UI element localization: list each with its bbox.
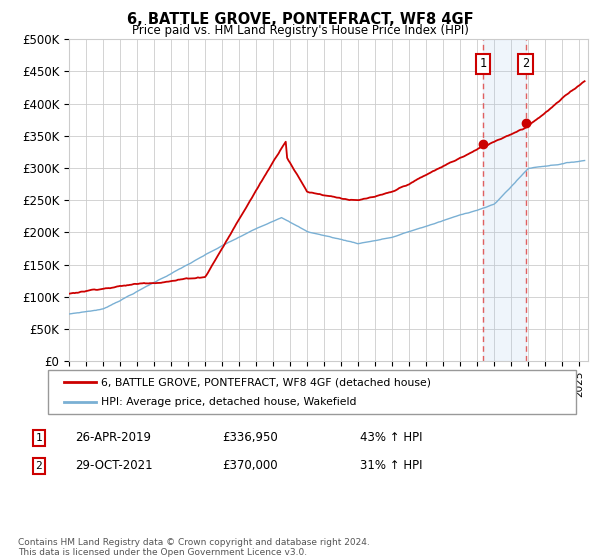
Text: 1: 1 bbox=[479, 57, 487, 70]
Bar bbox=[483, 39, 526, 361]
Text: Contains HM Land Registry data © Crown copyright and database right 2024.
This d: Contains HM Land Registry data © Crown c… bbox=[18, 538, 370, 557]
Text: 29-OCT-2021: 29-OCT-2021 bbox=[75, 459, 152, 473]
FancyBboxPatch shape bbox=[48, 370, 576, 414]
Text: 6, BATTLE GROVE, PONTEFRACT, WF8 4GF (detached house): 6, BATTLE GROVE, PONTEFRACT, WF8 4GF (de… bbox=[101, 377, 431, 387]
Text: HPI: Average price, detached house, Wakefield: HPI: Average price, detached house, Wake… bbox=[101, 397, 356, 407]
Text: 6, BATTLE GROVE, PONTEFRACT, WF8 4GF: 6, BATTLE GROVE, PONTEFRACT, WF8 4GF bbox=[127, 12, 473, 27]
Text: £336,950: £336,950 bbox=[222, 431, 278, 445]
Text: 26-APR-2019: 26-APR-2019 bbox=[75, 431, 151, 445]
Text: £370,000: £370,000 bbox=[222, 459, 278, 473]
Text: 2: 2 bbox=[522, 57, 529, 70]
Text: 2: 2 bbox=[35, 461, 43, 471]
Text: 43% ↑ HPI: 43% ↑ HPI bbox=[360, 431, 422, 445]
Text: 31% ↑ HPI: 31% ↑ HPI bbox=[360, 459, 422, 473]
Text: Price paid vs. HM Land Registry's House Price Index (HPI): Price paid vs. HM Land Registry's House … bbox=[131, 24, 469, 36]
Text: 1: 1 bbox=[35, 433, 43, 443]
